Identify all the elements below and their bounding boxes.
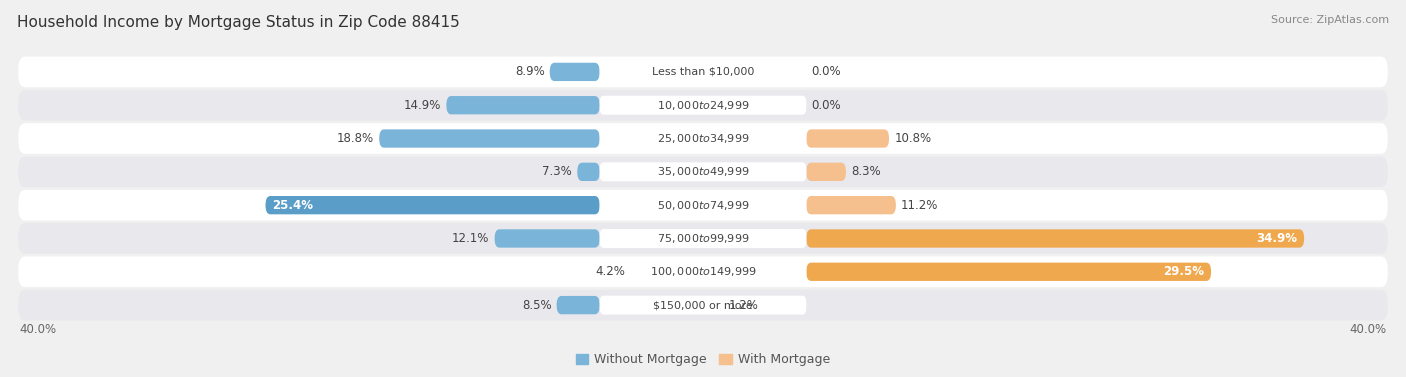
- Text: $10,000 to $24,999: $10,000 to $24,999: [657, 99, 749, 112]
- Text: 14.9%: 14.9%: [404, 99, 441, 112]
- FancyBboxPatch shape: [18, 256, 1388, 287]
- FancyBboxPatch shape: [807, 263, 1211, 281]
- Text: $100,000 to $149,999: $100,000 to $149,999: [650, 265, 756, 278]
- Text: Source: ZipAtlas.com: Source: ZipAtlas.com: [1271, 15, 1389, 25]
- Text: $75,000 to $99,999: $75,000 to $99,999: [657, 232, 749, 245]
- Text: $50,000 to $74,999: $50,000 to $74,999: [657, 199, 749, 211]
- Text: 10.8%: 10.8%: [894, 132, 931, 145]
- Text: $25,000 to $34,999: $25,000 to $34,999: [657, 132, 749, 145]
- Text: 8.9%: 8.9%: [515, 65, 544, 78]
- FancyBboxPatch shape: [599, 229, 807, 248]
- FancyBboxPatch shape: [599, 96, 807, 115]
- FancyBboxPatch shape: [18, 223, 1388, 254]
- Text: 34.9%: 34.9%: [1256, 232, 1298, 245]
- Text: 7.3%: 7.3%: [543, 166, 572, 178]
- Text: 0.0%: 0.0%: [811, 99, 841, 112]
- FancyBboxPatch shape: [495, 229, 599, 248]
- FancyBboxPatch shape: [18, 57, 1388, 87]
- FancyBboxPatch shape: [807, 196, 896, 214]
- Text: 40.0%: 40.0%: [20, 323, 56, 336]
- FancyBboxPatch shape: [599, 296, 807, 314]
- Text: 29.5%: 29.5%: [1163, 265, 1204, 278]
- Text: $35,000 to $49,999: $35,000 to $49,999: [657, 166, 749, 178]
- FancyBboxPatch shape: [599, 129, 807, 148]
- Text: 0.0%: 0.0%: [811, 65, 841, 78]
- FancyBboxPatch shape: [18, 156, 1388, 187]
- Text: 8.5%: 8.5%: [522, 299, 551, 312]
- Text: 8.3%: 8.3%: [851, 166, 880, 178]
- FancyBboxPatch shape: [18, 290, 1388, 320]
- Text: 1.2%: 1.2%: [728, 299, 759, 312]
- FancyBboxPatch shape: [807, 129, 889, 148]
- Text: 25.4%: 25.4%: [273, 199, 314, 211]
- FancyBboxPatch shape: [18, 190, 1388, 221]
- Text: 11.2%: 11.2%: [901, 199, 938, 211]
- Text: 40.0%: 40.0%: [1350, 323, 1386, 336]
- FancyBboxPatch shape: [599, 196, 807, 215]
- FancyBboxPatch shape: [380, 129, 599, 148]
- FancyBboxPatch shape: [807, 163, 846, 181]
- Text: 4.2%: 4.2%: [596, 265, 626, 278]
- FancyBboxPatch shape: [807, 229, 1305, 248]
- FancyBboxPatch shape: [18, 123, 1388, 154]
- FancyBboxPatch shape: [446, 96, 599, 114]
- FancyBboxPatch shape: [578, 163, 599, 181]
- FancyBboxPatch shape: [18, 90, 1388, 121]
- Legend: Without Mortgage, With Mortgage: Without Mortgage, With Mortgage: [571, 348, 835, 371]
- Text: Less than $10,000: Less than $10,000: [652, 67, 754, 77]
- Text: 18.8%: 18.8%: [337, 132, 374, 145]
- Text: $150,000 or more: $150,000 or more: [654, 300, 752, 310]
- Text: Household Income by Mortgage Status in Zip Code 88415: Household Income by Mortgage Status in Z…: [17, 15, 460, 30]
- FancyBboxPatch shape: [266, 196, 599, 214]
- FancyBboxPatch shape: [599, 162, 807, 181]
- FancyBboxPatch shape: [599, 63, 807, 81]
- FancyBboxPatch shape: [557, 296, 599, 314]
- FancyBboxPatch shape: [599, 262, 807, 281]
- FancyBboxPatch shape: [550, 63, 599, 81]
- Text: 12.1%: 12.1%: [453, 232, 489, 245]
